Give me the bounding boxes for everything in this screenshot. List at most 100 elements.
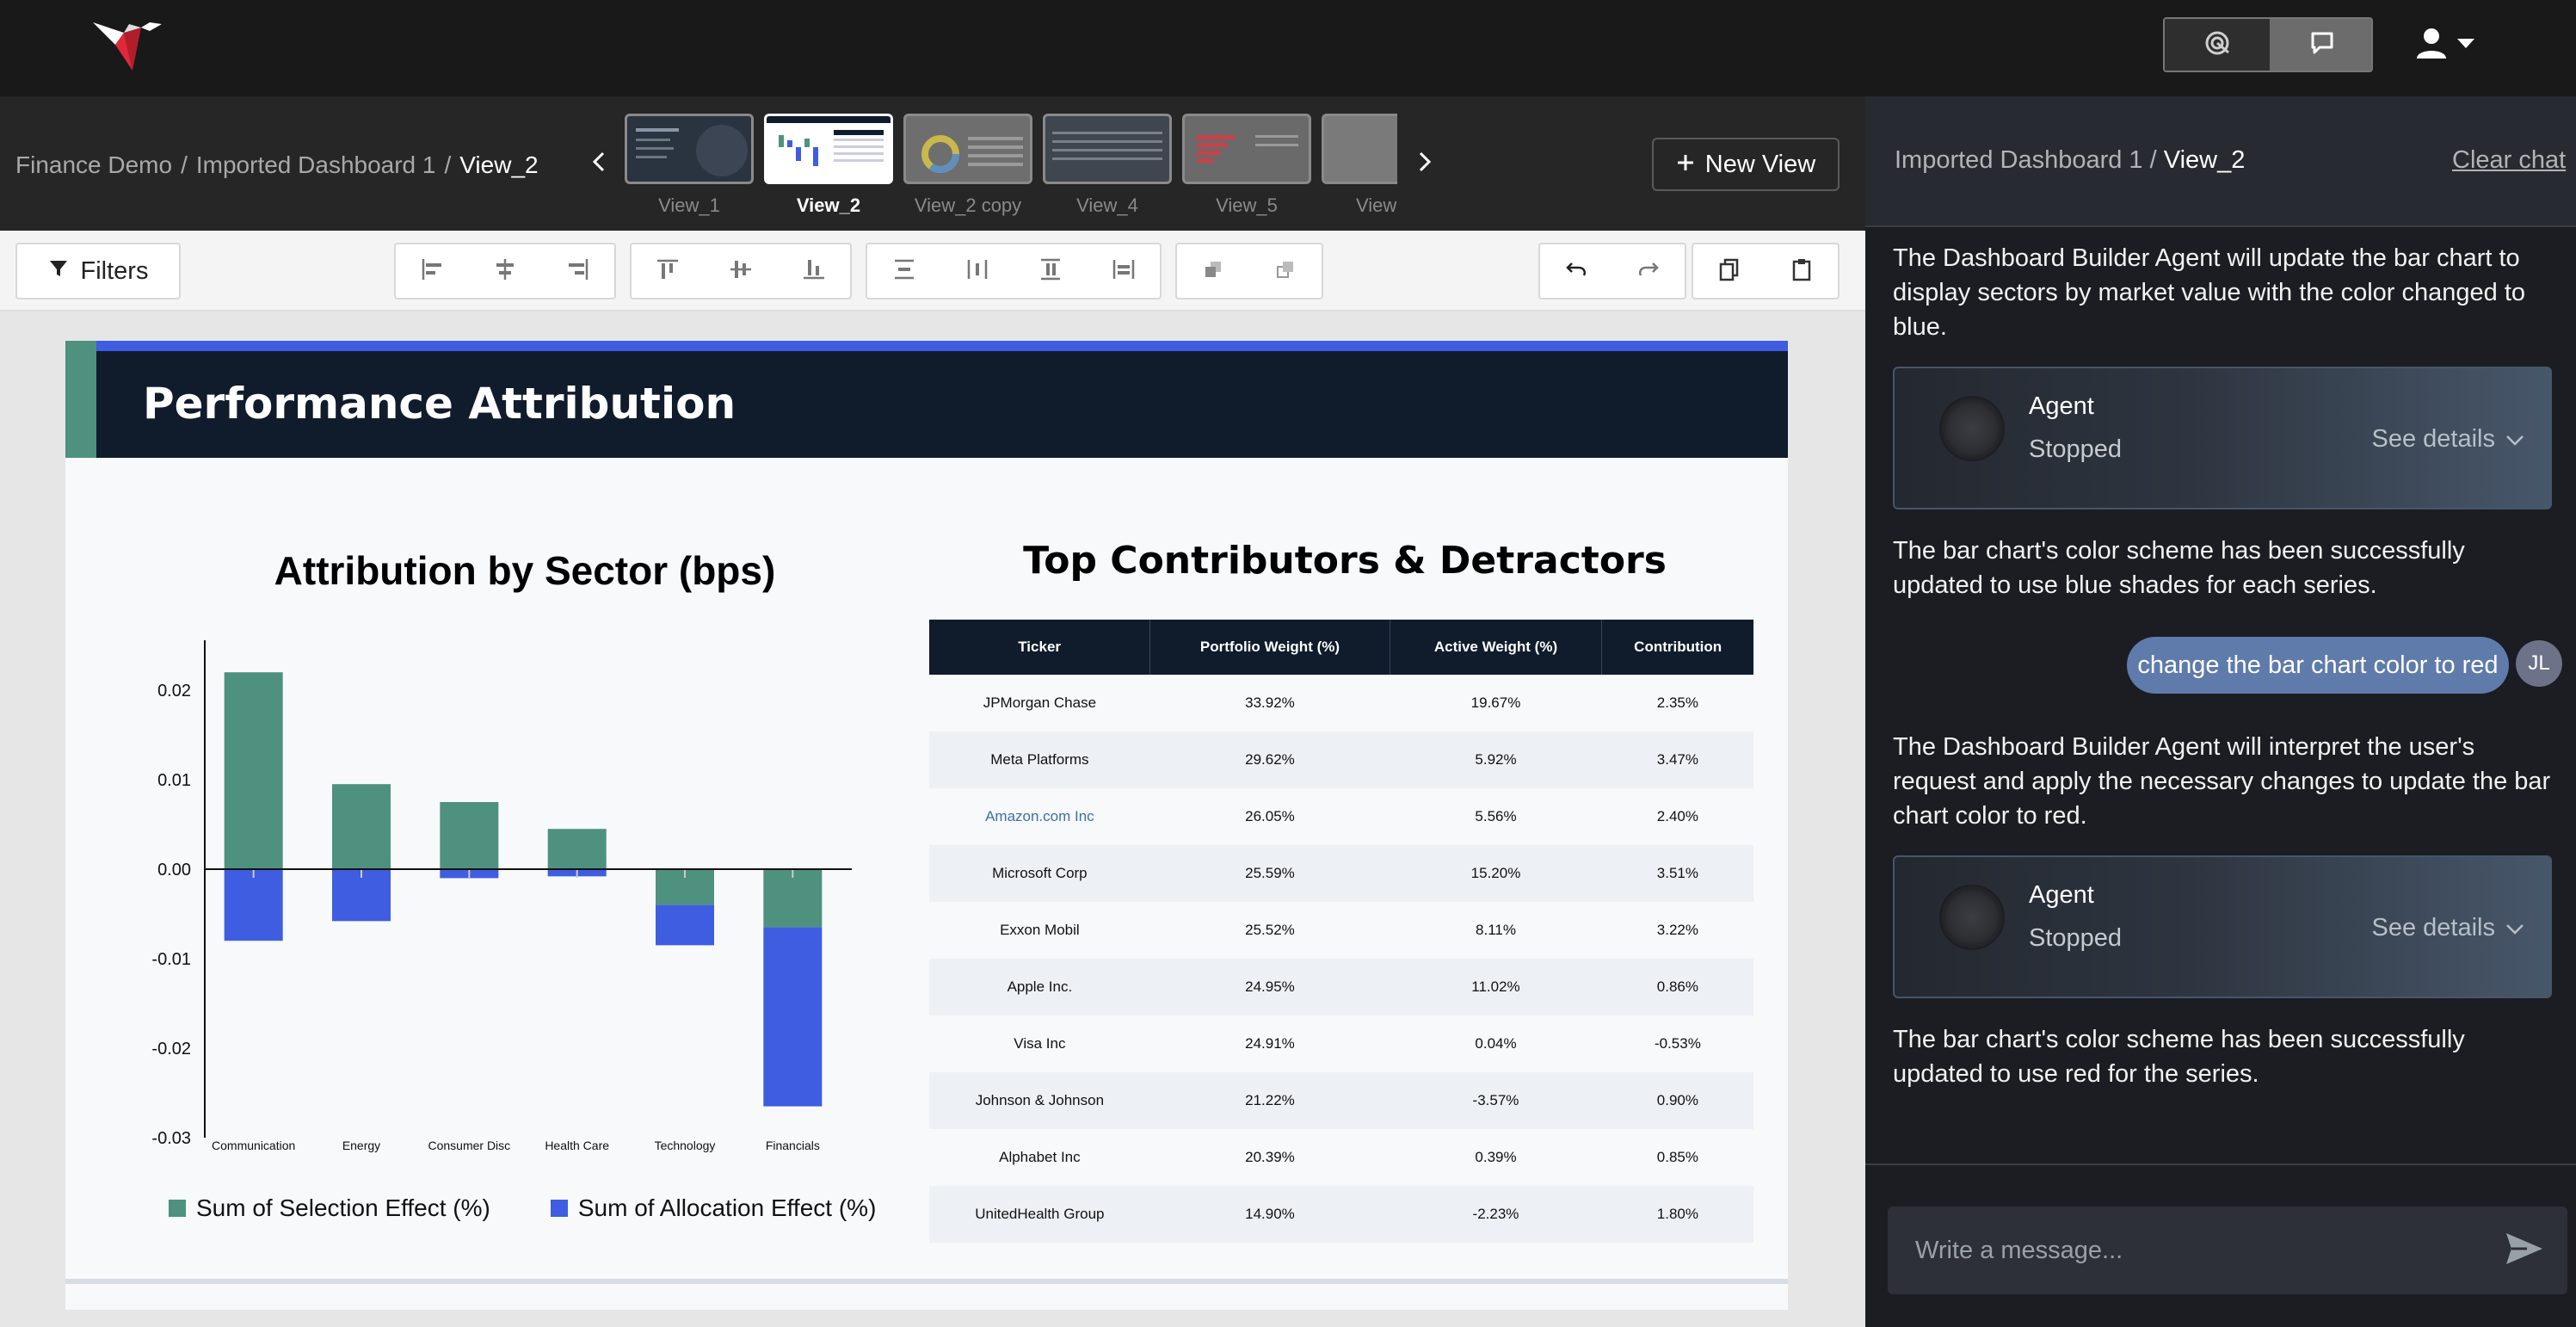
view-thumb-2[interactable]: View_2 [764,114,893,220]
views-next-button[interactable] [1408,146,1442,181]
send-button[interactable] [2502,1231,2547,1270]
column-header[interactable]: Portfolio Weight (%) [1149,620,1390,675]
align-top-button[interactable] [632,244,705,298]
message-input[interactable] [1888,1207,2490,1294]
view-thumb-1[interactable]: View_1 [625,114,754,220]
align-left-icon [419,256,445,287]
table-row[interactable]: Visa Inc 24.91% 0.04% -0.53% [929,1015,1753,1072]
filters-button[interactable]: Filters [15,243,181,299]
space-horizontal-button[interactable] [1087,244,1160,298]
see-details-button[interactable]: See details [2372,425,2525,454]
chevron-left-icon [590,151,607,177]
column-header[interactable]: Ticker [929,620,1151,675]
header-top-stripe [96,341,1788,351]
view-thumb-label: View_2 [796,194,861,216]
align-bottom-button[interactable] [777,244,850,298]
legend-item-allocation[interactable]: Sum of Allocation Effect (%) [550,1194,877,1222]
table-row[interactable]: Exxon Mobil 25.52% 8.11% 3.22% [929,902,1753,959]
table-row[interactable]: Amazon.com Inc 26.05% 5.56% 2.40% [929,788,1753,845]
see-details-button[interactable]: See details [2372,914,2525,942]
view-thumb-label: View_2 copy [914,194,1022,216]
table-title: Top Contributors & Detractors [1023,539,1667,583]
y-tick-label: 0.01 [157,771,191,790]
x-tick-label: Technology [655,1139,716,1152]
user-icon [2414,26,2449,65]
table-row[interactable]: Microsoft Corp 25.59% 15.20% 3.51% [929,845,1753,902]
bring-forward-button[interactable] [1177,244,1249,298]
views-prev-button[interactable] [582,146,616,181]
view-thumb-6[interactable]: View [1322,114,1397,220]
table-cell: 25.59% [1149,845,1390,902]
legend-item-selection[interactable]: Sum of Selection Effect (%) [169,1194,490,1222]
table-row[interactable]: Apple Inc. 24.95% 11.02% 0.86% [929,959,1753,1015]
breadcrumb-separator: / [2149,146,2164,174]
agent-status: Stopped [2029,435,2123,463]
hummingbird-logo[interactable] [89,15,163,72]
table-cell: 0.04% [1390,1015,1602,1072]
dashboard-title: Performance Attribution [143,379,736,429]
table-cell: Amazon.com Inc [929,788,1150,845]
undo-icon [1563,256,1589,287]
align-center-button[interactable] [469,244,542,298]
send-backward-button[interactable] [1249,244,1322,298]
contributors-table: Ticker Portfolio Weight (%) Active Weigh… [929,620,1753,1243]
chat-breadcrumb: Imported Dashboard 1 / View_2 [1895,146,2245,175]
plus-icon [1676,151,1695,179]
view-thumb-5[interactable]: View_5 [1182,114,1311,220]
column-header[interactable]: Active Weight (%) [1390,620,1603,675]
top-bar [0,0,2576,96]
column-header[interactable]: Contribution [1601,620,1753,675]
align-middle-button[interactable] [705,244,778,298]
chevron-down-icon [2505,425,2524,454]
table-cell: 5.56% [1390,788,1602,845]
x-tick-label: Health Care [545,1139,609,1152]
table-cell: Exxon Mobil [929,902,1150,959]
ai-mode-button[interactable] [2165,19,2270,71]
view-thumb-label: View_5 [1216,194,1278,216]
table-cell: 11.02% [1390,959,1602,1015]
view-thumb-label: View_1 [658,194,720,216]
breadcrumb-current: View_2 [459,151,539,178]
align-right-button[interactable] [541,244,614,298]
table-cell: -0.53% [1601,1015,1753,1072]
distribute-vertical-icon [891,256,917,287]
chevron-right-icon [1416,151,1433,177]
redo-button[interactable] [1612,244,1685,298]
assistant-message: The bar chart's color scheme has been su… [1893,537,2465,599]
funnel-icon [48,257,69,286]
table-cell: Microsoft Corp [929,845,1150,902]
table-cell: JPMorgan Chase [929,675,1150,731]
breadcrumb-item[interactable]: Imported Dashboard 1 [195,151,436,178]
table-cell: 19.67% [1390,675,1602,731]
distribute-horizontal-icon [964,256,990,287]
bar-allocation [656,904,714,946]
chat-mode-button[interactable] [2270,19,2371,71]
y-tick-label: -0.03 [151,1129,191,1148]
user-menu[interactable] [2414,22,2487,67]
breadcrumb-item[interactable]: Finance Demo [15,151,173,178]
legend-label: Sum of Allocation Effect (%) [577,1194,877,1221]
copy-button[interactable] [1693,244,1766,298]
view-thumb-3[interactable]: View_2 copy [903,114,1032,220]
clear-chat-link[interactable]: Clear chat [2452,146,2567,174]
paste-button[interactable] [1766,244,1838,298]
space-vertical-button[interactable] [1014,244,1087,298]
table-row[interactable]: JPMorgan Chase 33.92% 19.67% 2.35% [929,675,1753,731]
caret-down-icon [2457,37,2474,53]
bar-allocation [763,927,823,1107]
align-middle-icon [728,256,754,287]
table-cell: Apple Inc. [929,959,1150,1015]
undo-button[interactable] [1540,244,1612,298]
table-row[interactable]: Meta Platforms 29.62% 5.92% 3.47% [929,731,1753,788]
table-row[interactable]: Johnson & Johnson 21.22% -3.57% 0.90% [929,1072,1753,1129]
distribute-horizontal-button[interactable] [940,244,1014,298]
align-left-button[interactable] [396,244,469,298]
chat-panel [1865,96,2576,1327]
table-row[interactable]: Alphabet Inc 20.39% 0.39% 0.85% [929,1129,1753,1186]
agent-name: Agent [2029,881,2094,909]
attribution-bar-chart[interactable]: 0.02 0.01 0.00 -0.01 -0.02 -0.03 Communication… [129,628,869,1162]
distribute-vertical-button[interactable] [867,244,940,298]
new-view-button[interactable]: New View [1652,138,1840,191]
table-row[interactable]: UnitedHealth Group 14.90% -2.23% 1.80% [929,1186,1753,1243]
view-thumb-4[interactable]: View_4 [1043,114,1172,220]
